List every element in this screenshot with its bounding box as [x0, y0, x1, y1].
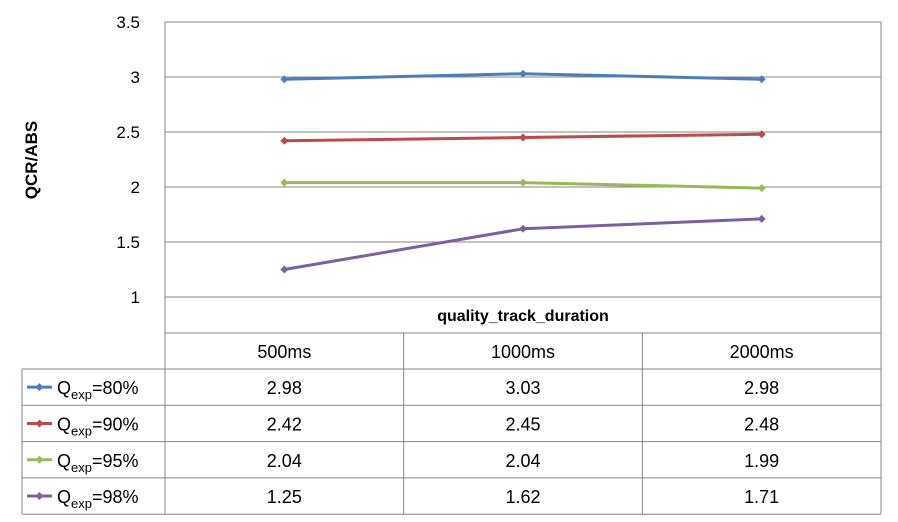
- data-label: 2.48: [744, 414, 779, 434]
- series-marker: [757, 130, 766, 139]
- plot-series: [280, 69, 766, 274]
- legend-label-tail: =95%: [92, 451, 139, 471]
- series-marker: [280, 178, 289, 187]
- gridlines: [164, 21, 881, 298]
- series-marker: [280, 136, 289, 145]
- y-tick-label: 1.5: [116, 233, 140, 252]
- legend-label: Qexp=95%: [57, 451, 139, 475]
- legend-label: Qexp=98%: [57, 487, 139, 511]
- y-tick-label: 3: [131, 68, 140, 87]
- data-label: 2.98: [267, 378, 302, 398]
- legend-label-sub: exp: [71, 460, 92, 475]
- legend-label-sub: exp: [71, 387, 92, 402]
- y-axis-title: QCR/ABS: [22, 121, 41, 199]
- series-marker: [280, 75, 289, 84]
- data-label: 2.04: [267, 451, 302, 471]
- legend-marker: [35, 419, 44, 428]
- legend-label-main: Q: [57, 451, 71, 471]
- series-marker: [519, 133, 527, 142]
- legend-marker: [35, 383, 44, 392]
- x-axis-title: quality_track_duration: [437, 308, 609, 325]
- series-marker: [757, 214, 766, 223]
- y-tick-label: 2.5: [116, 123, 140, 142]
- data-label: 2.04: [505, 451, 540, 471]
- data-label: 1.62: [505, 487, 540, 507]
- series-marker: [519, 69, 527, 78]
- legend-label: Qexp=80%: [57, 378, 139, 402]
- legend-label-sub: exp: [71, 423, 92, 438]
- legend-label-main: Q: [57, 378, 71, 398]
- series-marker: [757, 184, 766, 193]
- series-marker: [519, 224, 527, 233]
- category-header: 2000ms: [730, 342, 794, 362]
- legend-label-tail: =98%: [92, 487, 139, 507]
- legend-label-main: Q: [57, 414, 71, 434]
- series-marker: [757, 75, 766, 84]
- y-axis-ticks: 1 1.5 2 2.5 3 3.5: [116, 13, 140, 307]
- series-marker: [280, 265, 289, 274]
- series-marker: [519, 178, 527, 187]
- legend-label-tail: =90%: [92, 414, 139, 434]
- legend-marker: [35, 492, 44, 501]
- data-label: 3.03: [505, 378, 540, 398]
- y-tick-label: 3.5: [116, 13, 140, 32]
- category-header: 500ms: [257, 342, 311, 362]
- category-header: 1000ms: [491, 342, 555, 362]
- data-label: 1.25: [267, 487, 302, 507]
- legend-label-main: Q: [57, 487, 71, 507]
- legend-label: Qexp=90%: [57, 414, 139, 438]
- y-tick-label: 1: [131, 288, 140, 307]
- y-tick-label: 2: [131, 178, 140, 197]
- data-label: 2.42: [267, 414, 302, 434]
- legend-label-sub: exp: [71, 496, 92, 511]
- data-label: 2.45: [505, 414, 540, 434]
- data-label: 1.99: [744, 451, 779, 471]
- legend-marker: [35, 455, 44, 464]
- data-label: 1.71: [744, 487, 779, 507]
- legend-label-tail: =80%: [92, 378, 139, 398]
- data-label: 2.98: [744, 378, 779, 398]
